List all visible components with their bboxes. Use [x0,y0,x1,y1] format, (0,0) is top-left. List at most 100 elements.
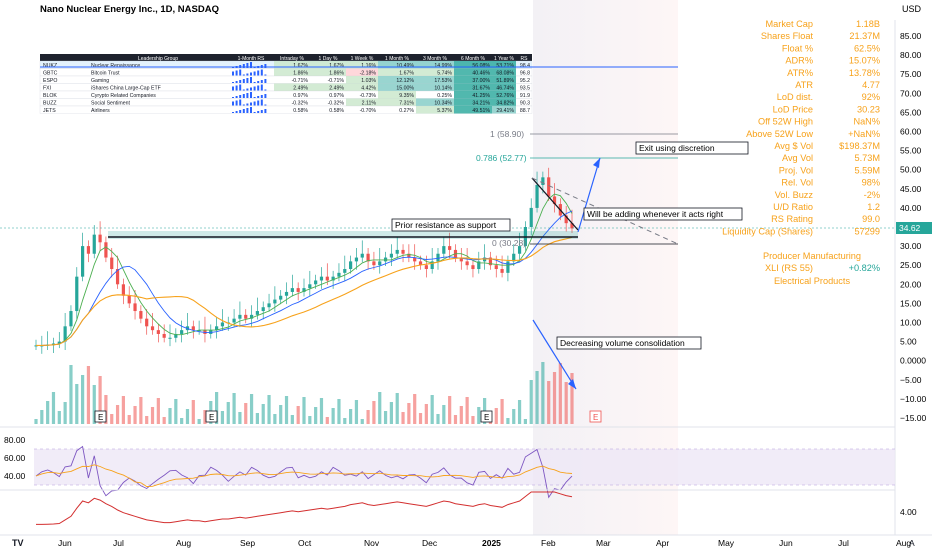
sparkline-bar [250,92,252,98]
sparkline-bar [239,69,242,76]
price-axis-tick: 55.00 [900,146,922,156]
time-axis-tick: Jul [113,538,124,548]
table-cell: JETS [43,108,56,114]
time-axis[interactable]: Jun Jul Aug Sep Oct Nov Dec 2025 Feb Mar Apr May Jun… [58,538,911,548]
candle-body [51,343,56,345]
candle-body [145,318,149,327]
sparkline-bar [235,96,238,98]
volume-bar [494,408,498,424]
table-header-cell: RS [521,56,529,62]
sparkline-bar [250,107,252,113]
index-label: XLI (RS 55) [765,263,813,273]
sparkline-bar [232,101,234,106]
sparkline-bar [264,104,267,106]
stat-label: RS Rating [771,214,813,224]
price-axis-tick: −10.00 [900,394,927,404]
stat-label: ATR [795,80,813,90]
candle-body [372,261,376,266]
svg-text:E: E [98,413,103,422]
sparkline-bar [242,64,245,68]
volume-bar [366,410,370,424]
volume-bar [314,407,318,424]
candle-body [349,261,353,270]
sparkline-bar [253,97,256,98]
sparkline-bar [253,112,256,113]
tradingview-logo[interactable]: TV [12,538,24,548]
stat-value: 15.07% [849,56,880,66]
candle-body [401,249,405,254]
table-cell: 1.86% [329,70,344,76]
volume-bar [319,398,324,424]
rs-line [36,491,573,525]
table-cell: 1.86% [293,70,308,76]
table-cell: 14.99% [434,63,452,69]
volume-bar [512,409,516,424]
price-axis-tick: 50.00 [900,165,922,175]
chart-title: Nano Nuclear Energy Inc., 1D, NASDAQ [40,4,219,15]
volume-bar [220,411,225,424]
candle-body [407,253,411,258]
sparkline-bar [260,69,263,76]
volume-bar [570,373,574,424]
table-cell: 1.03% [361,78,376,84]
candle-body [424,265,428,270]
table-header-bar [40,54,532,61]
sparkline-bar [257,111,260,113]
sparkline-bar [264,109,267,113]
currency-label[interactable]: USD [902,4,922,14]
auto-scale-button[interactable]: A [909,538,915,548]
sparkline-bar [242,104,245,106]
volume-bar [162,417,166,424]
table-cell: 40.46% [472,70,490,76]
sparkline-bar [253,86,256,91]
price-axis-tick: 45.00 [900,184,922,194]
stat-value: 99.0 [862,214,880,224]
sparkline-bar [250,72,252,76]
candle-body [418,261,423,266]
volume-bar [337,399,341,424]
sparkline-bar [250,102,252,106]
time-axis-tick: Jun [58,538,72,548]
candle-body [308,284,312,289]
earnings-marker[interactable]: E [205,410,218,423]
candle-body [75,276,79,312]
volume-bar [232,393,236,424]
volume-arrowhead [568,379,576,389]
table-cell: Airliners [91,108,110,114]
earnings-marker[interactable]: E [94,410,107,423]
earnings-marker[interactable]: E [589,410,602,423]
stat-label: LoD dist. [777,92,813,102]
candle-body [500,269,504,273]
price-axis-tick: 20.00 [900,279,922,289]
price-axis[interactable]: 85.00 80.00 75.00 70.00 65.00 60.00 55.00 50.00… [900,31,927,423]
volume-bar [308,416,312,424]
sparkline-bar [257,81,260,83]
table-cell: 4.42% [361,85,376,91]
table-cell: 12.12% [396,78,414,84]
volume-bar [127,415,131,424]
sparkline-bar [253,71,256,76]
table-header-cell: 1 Week % [351,56,374,62]
table-cell: Gaming [91,78,109,84]
volume-bar [407,403,411,424]
stat-value: 13.78% [849,68,880,78]
stat-label: Avg Vol [782,153,813,163]
candle-body [547,177,551,197]
volume-bar [453,415,458,424]
candle-body [529,207,533,227]
fib-levels: 1 (58.90) 0.786 (52.77) 0 (30.28) [0,66,895,248]
volume-bar [81,375,85,424]
moving-average-line [36,193,573,346]
sparkline-bar [232,71,234,76]
sparkline-bar [264,94,267,98]
table-cell: -0.70% [360,108,377,114]
candle-body [302,288,306,292]
earnings-markers[interactable]: E E E E [94,410,602,423]
candle-body [168,337,172,339]
candle-body [174,333,178,338]
earnings-marker[interactable]: E [480,410,493,423]
candle-body [104,242,108,258]
sparkline-bar [242,74,245,76]
sparkline-bar [235,85,238,91]
